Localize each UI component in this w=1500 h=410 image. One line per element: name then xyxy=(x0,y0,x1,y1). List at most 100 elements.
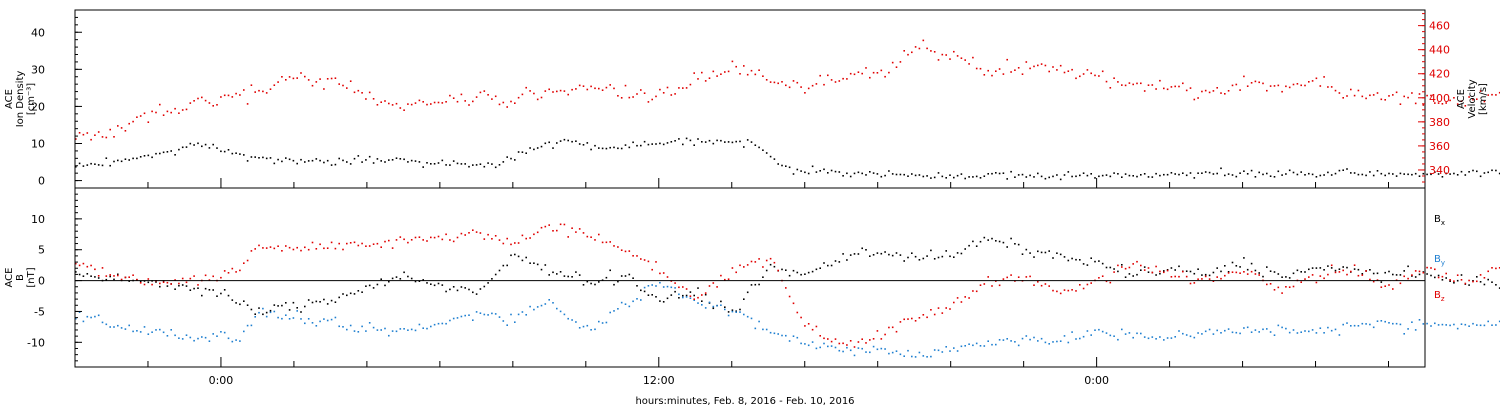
bfield-series2-point xyxy=(399,236,402,238)
density-series0-point xyxy=(346,161,348,163)
bfield-tick-label: 0 xyxy=(38,275,45,288)
density-series0-point xyxy=(995,172,997,174)
bfield-series0-point xyxy=(452,286,455,288)
density-series0-point xyxy=(407,161,409,163)
bfield-series1-point xyxy=(391,330,394,332)
velocity-series1-point xyxy=(460,93,463,96)
density-series0-point xyxy=(907,175,909,177)
bfield-series1-point xyxy=(460,315,463,318)
bfield-series2-point xyxy=(1411,274,1413,276)
bfield-series0-point xyxy=(1395,274,1398,276)
bfield-series0-point xyxy=(75,271,77,273)
bfield-series1-point xyxy=(1227,328,1230,330)
bfield-series0-point xyxy=(201,294,203,297)
bfield-series1-point xyxy=(613,310,615,312)
density-series0-point xyxy=(785,165,787,167)
bfield-series2-point xyxy=(1449,279,1451,281)
velocity-series1-point xyxy=(655,95,657,98)
density-series0-point xyxy=(956,174,959,177)
density-tick-label: 40 xyxy=(31,26,45,39)
velocity-series1-point xyxy=(269,88,272,90)
velocity-series1-point xyxy=(388,102,390,105)
bfield-series2-point xyxy=(391,247,394,249)
bfield-series0-point xyxy=(1208,274,1211,277)
density-series0-point xyxy=(460,163,463,165)
density-series0-point xyxy=(674,140,676,142)
velocity-series1-point xyxy=(441,102,444,104)
density-series0-point xyxy=(575,140,577,142)
bfield-series0-point xyxy=(1418,273,1421,276)
velocity-tick-label: 460 xyxy=(1429,20,1450,33)
density-series0-point xyxy=(128,159,130,161)
bfield-series2-point xyxy=(243,262,245,264)
velocity-series1-point xyxy=(502,101,505,104)
bfield-series2-point xyxy=(460,232,463,235)
bfield-series2-point xyxy=(1308,276,1310,278)
bfield-series0-point xyxy=(746,291,749,294)
velocity-series1-point xyxy=(1369,94,1371,97)
density-series0-point xyxy=(525,152,527,154)
bfield-series2-point xyxy=(1323,277,1325,280)
density-series0-point xyxy=(720,139,722,142)
bfield-series1-point xyxy=(884,348,886,350)
bfield-series1-point xyxy=(1464,323,1467,326)
velocity-series1-point xyxy=(1498,91,1500,94)
bfield-series0-point xyxy=(269,309,272,312)
density-series0-point xyxy=(258,157,260,159)
bfield-series2-point xyxy=(628,250,631,252)
bfield-series1-point xyxy=(1101,330,1104,333)
density-series0-point xyxy=(1449,173,1451,175)
bfield-series1-point xyxy=(273,310,276,313)
velocity-series1-point xyxy=(277,81,279,83)
bfield-series2-point xyxy=(384,240,386,243)
bfield-series2-point xyxy=(265,247,268,249)
velocity-series1-point xyxy=(1056,69,1058,71)
legend-Bz: Bz xyxy=(1434,290,1445,303)
bfield-series0-point xyxy=(1121,264,1123,266)
velocity-series1-point xyxy=(136,116,138,118)
density-series0-point xyxy=(304,161,306,163)
bfield-series1-point xyxy=(540,304,543,307)
bfield-series1-point xyxy=(250,324,253,327)
density-series0-point xyxy=(1243,170,1245,172)
density-series0-point xyxy=(1224,174,1226,177)
bfield-series1-point xyxy=(846,346,848,349)
velocity-series1-point xyxy=(807,87,810,90)
density-series0-point xyxy=(288,158,291,161)
bfield-series2-point xyxy=(788,295,791,298)
bfield-series2-point xyxy=(376,242,379,245)
density-series0-point xyxy=(1113,172,1115,174)
bfield-series0-point xyxy=(1437,274,1440,277)
bfield-series0-point xyxy=(178,284,180,287)
bfield-series2-point xyxy=(544,225,547,228)
density-series0-point xyxy=(937,172,940,174)
bfield-series2-point xyxy=(662,272,665,274)
density-series0-point xyxy=(342,159,344,162)
velocity-series1-point xyxy=(785,84,787,87)
density-series0-point xyxy=(1029,174,1031,177)
bfield-series1-point xyxy=(1384,320,1386,323)
velocity-series1-point xyxy=(1430,94,1432,97)
bfield-series0-point xyxy=(922,257,925,260)
bfield-series1-point xyxy=(1250,331,1253,333)
density-series0-point xyxy=(216,147,218,149)
density-series0-point xyxy=(1357,173,1360,176)
bfield-series1-point xyxy=(624,303,627,305)
bfield-series2-point xyxy=(514,242,516,244)
bfield-series0-point xyxy=(262,313,264,316)
bfield-series2-point xyxy=(640,258,642,260)
velocity-series1-point xyxy=(945,54,947,56)
velocity-series1-point xyxy=(1235,83,1238,86)
chart-labels-layer: 010203040340360380400420440460-10-505100… xyxy=(4,20,1489,387)
velocity-series1-point xyxy=(708,77,711,79)
bfield-series1-point xyxy=(865,351,867,353)
bfield-series1-point xyxy=(1056,340,1058,343)
density-series0-point xyxy=(388,159,390,161)
density-series0-point xyxy=(494,166,497,169)
bfield-series1-point xyxy=(120,327,123,329)
density-series0-point xyxy=(1422,172,1425,175)
bfield-series2-point xyxy=(1086,283,1089,286)
bfield-series0-point xyxy=(533,262,535,264)
bfield-series0-point xyxy=(181,284,184,286)
bfield-series2-point xyxy=(1369,278,1371,281)
